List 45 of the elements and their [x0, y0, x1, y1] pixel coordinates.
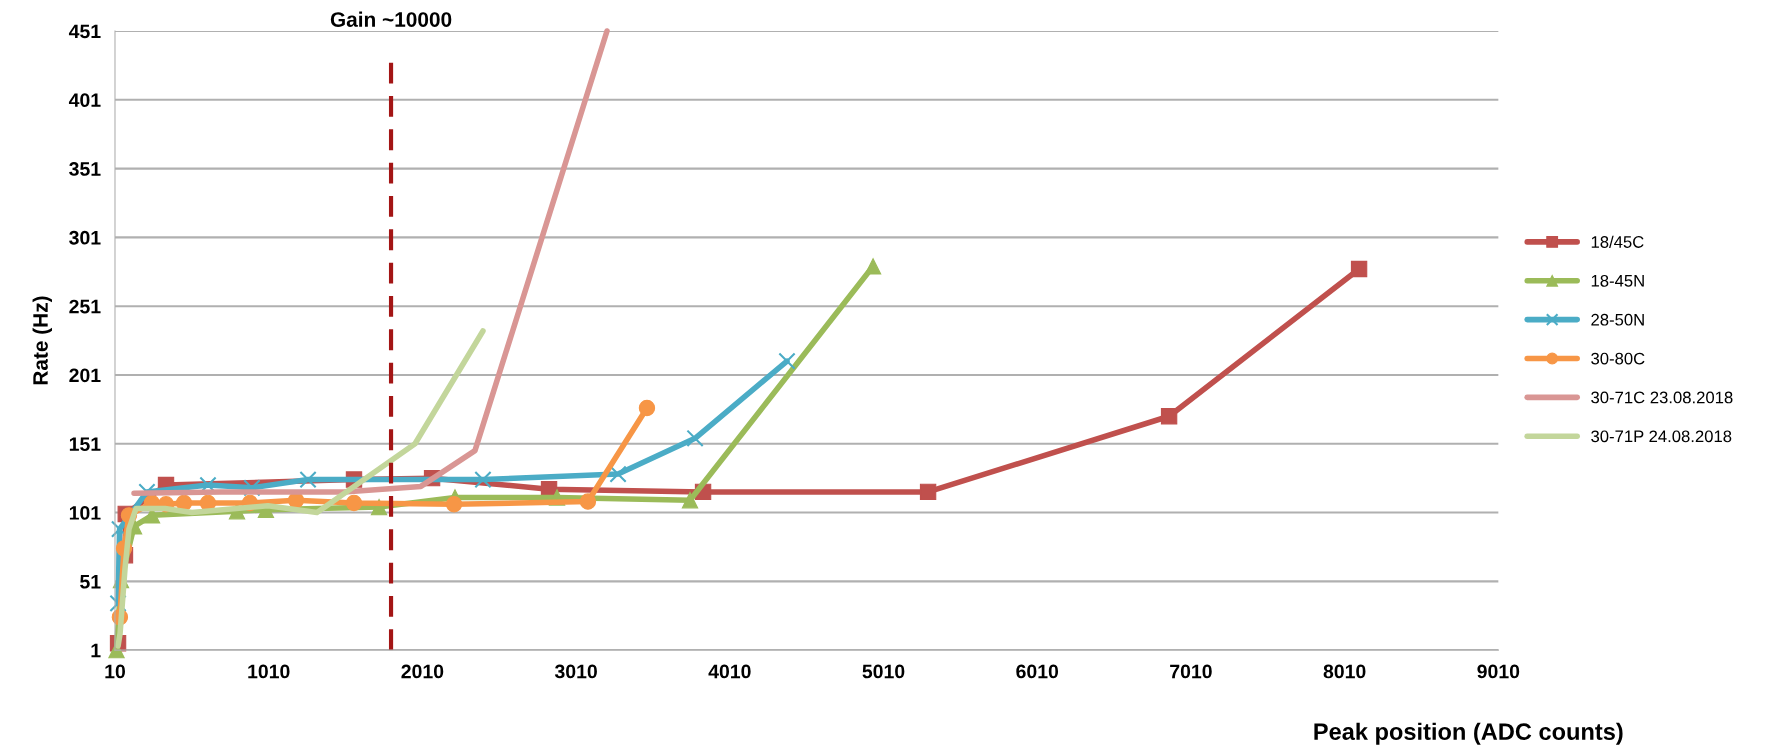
point — [638, 399, 656, 417]
y-tick-label: 301 — [69, 230, 101, 245]
legend-label: 18-45N — [1591, 274, 1644, 287]
point — [681, 491, 699, 509]
x-tick-label: 5010 — [862, 664, 905, 679]
x-axis-title: Peak position (ADC counts) — [1314, 722, 1623, 745]
y-tick-label: 1 — [91, 643, 101, 658]
legend-label: 30-71P 24.08.2018 — [1591, 430, 1732, 443]
point — [919, 483, 937, 501]
point — [1350, 260, 1368, 278]
point — [474, 470, 492, 489]
x-tick-label: 10 — [105, 664, 125, 679]
x-tick-label: 8010 — [1323, 664, 1366, 679]
x-tick-label: 2010 — [401, 664, 444, 679]
y-tick-label: 51 — [80, 575, 101, 589]
point — [243, 479, 261, 497]
point — [778, 352, 796, 370]
point — [579, 493, 597, 510]
x-tick-label: 4010 — [708, 664, 751, 679]
x-tick-label: 6010 — [1016, 664, 1059, 679]
y-tick-label: 151 — [69, 437, 101, 452]
point — [138, 483, 156, 501]
legend-label: 30-71C 23.08.2018 — [1591, 391, 1733, 404]
y-tick-label: 401 — [68, 93, 101, 108]
point — [1160, 408, 1178, 425]
point — [686, 429, 704, 447]
legend-label: 30-80C — [1591, 352, 1645, 365]
x-tick-label: 9010 — [1477, 664, 1520, 679]
y-tick-label: 101 — [69, 506, 101, 520]
x-tick-label: 1010 — [248, 664, 290, 679]
point — [299, 470, 317, 489]
y-tick-label: 251 — [69, 299, 101, 314]
y-axis-title: Rate (Hz) — [32, 296, 52, 385]
point — [445, 496, 463, 513]
y-tick-label: 351 — [69, 162, 101, 176]
x-tick-label: 3010 — [554, 664, 597, 679]
y-tick-label: 451 — [68, 24, 101, 39]
point — [864, 258, 882, 275]
x-tick-label: 7010 — [1170, 664, 1212, 679]
point — [609, 465, 627, 483]
legend-label: 18/45C — [1591, 235, 1644, 248]
y-tick-label: 201 — [69, 368, 101, 383]
ref-line-label: Gain ~10000 — [330, 11, 452, 27]
point — [345, 494, 363, 512]
legend-label: 28-50N — [1591, 313, 1644, 326]
